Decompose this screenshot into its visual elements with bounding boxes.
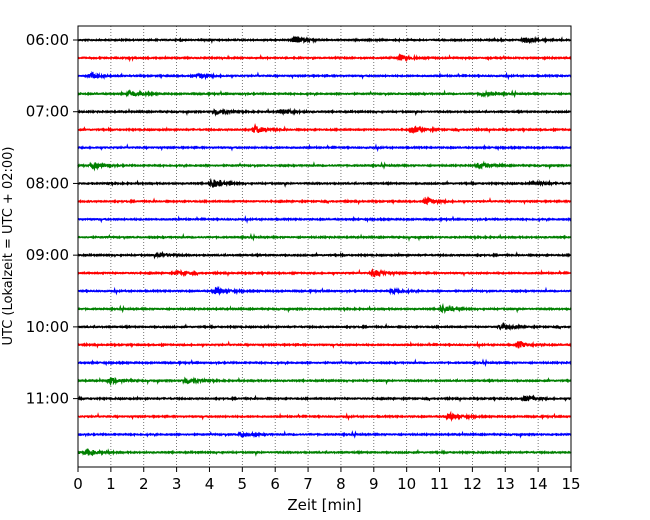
x-tick-label-3: 3: [172, 475, 182, 493]
y-tick-label-08:00: 08:00: [26, 174, 69, 192]
x-tick-label-6: 6: [270, 475, 280, 493]
y-tick-label-10:00: 10:00: [26, 318, 69, 336]
trace-row-3: [77, 89, 572, 99]
x-tick-label-5: 5: [238, 475, 248, 493]
x-tick-label-12: 12: [463, 475, 482, 493]
trace-row-8: [77, 177, 572, 188]
trace-row-2: [77, 71, 572, 81]
trace-row-1: [77, 52, 572, 63]
trace-row-18: [77, 358, 572, 368]
trace-row-19: [77, 376, 572, 387]
x-tick-label-7: 7: [303, 475, 313, 493]
x-tick-label-8: 8: [336, 475, 346, 493]
plot-frame: [77, 25, 572, 468]
y-tick-label-09:00: 09:00: [26, 246, 69, 264]
y-tick-label-11:00: 11:00: [26, 390, 69, 408]
grid-lines: [110, 26, 539, 467]
trace-row-6: [77, 143, 572, 153]
y-axis-ticks: 06:00 07:00 08:00 09:00 10:00 11:00: [26, 31, 78, 408]
trace-row-12: [77, 250, 572, 260]
trace-row-10: [77, 215, 572, 224]
x-tick-label-15: 15: [561, 475, 580, 493]
trace-row-23: [77, 448, 572, 457]
x-tick-label-1: 1: [106, 475, 116, 493]
trace-row-17: [77, 340, 572, 350]
x-axis-ticks: 0 1 2 3 4 5 6 7 8 9 10 11 12 13 14 15: [73, 467, 581, 493]
trace-row-14: [77, 285, 572, 296]
trace-row-16: [77, 321, 572, 331]
x-tick-label-2: 2: [139, 475, 149, 493]
trace-row-21: [77, 410, 572, 422]
trace-row-5: [77, 122, 572, 134]
trace-row-15: [77, 302, 572, 315]
x-axis-label: Zeit [min]: [287, 496, 361, 514]
trace-row-9: [77, 196, 572, 206]
x-tick-label-10: 10: [397, 475, 416, 493]
y-tick-label-07:00: 07:00: [26, 103, 69, 121]
x-tick-label-14: 14: [529, 475, 548, 493]
trace-row-4: [77, 107, 572, 117]
x-tick-label-0: 0: [73, 475, 83, 493]
x-tick-label-9: 9: [369, 475, 379, 493]
x-tick-label-4: 4: [205, 475, 215, 493]
trace-row-0: [77, 35, 572, 45]
trace-row-20: [77, 394, 572, 403]
trace-row-13: [77, 268, 572, 278]
x-tick-label-11: 11: [430, 475, 449, 493]
trace-row-22: [77, 430, 572, 439]
trace-row-7: [77, 160, 572, 172]
y-tick-label-06:00: 06:00: [26, 31, 69, 49]
y-axis-label: UTC (Lokalzeit = UTC + 02:00): [1, 147, 16, 346]
trace-row-11: [77, 232, 572, 242]
trace-lines: [77, 35, 572, 457]
x-tick-label-13: 13: [496, 475, 515, 493]
